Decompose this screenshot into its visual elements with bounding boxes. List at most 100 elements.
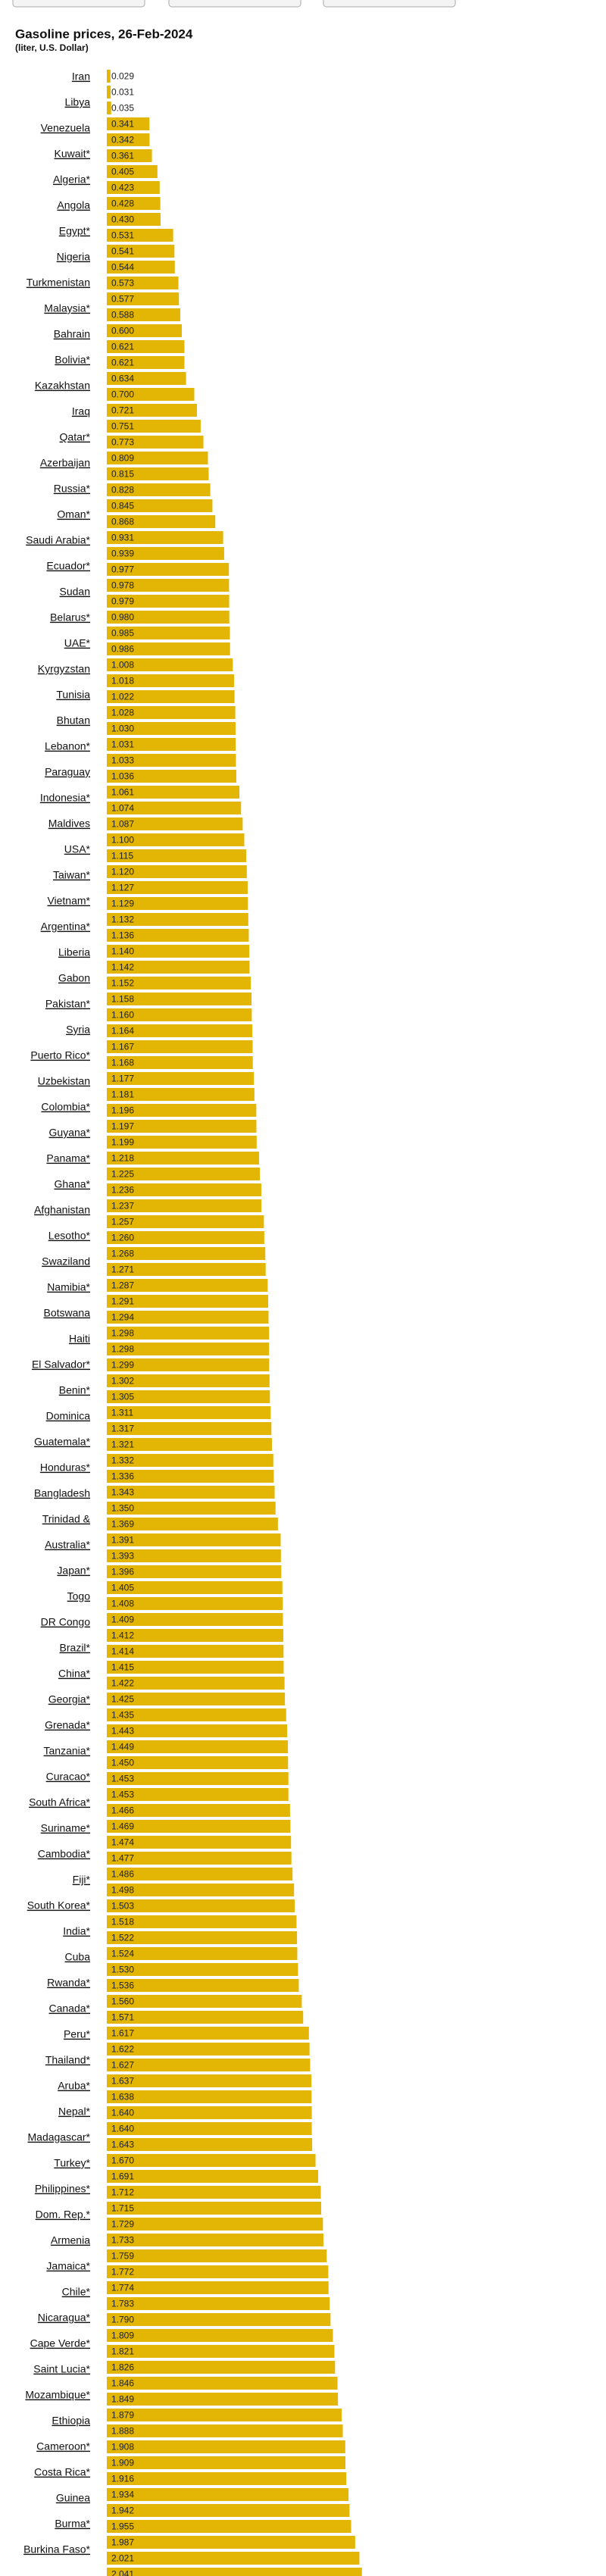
country-label[interactable]: Georgia* — [48, 1693, 91, 1705]
country-label[interactable]: Bangladesh — [34, 1487, 90, 1499]
country-label[interactable]: Madagascar* — [28, 2131, 91, 2143]
country-label[interactable]: Cape Verde* — [30, 2337, 91, 2349]
country-label[interactable]: Cameroon* — [36, 2440, 90, 2453]
country-label[interactable]: Taiwan* — [53, 869, 91, 881]
country-label[interactable]: Aruba* — [58, 2080, 90, 2092]
country-label[interactable]: Curacao* — [46, 1771, 91, 1783]
country-label[interactable]: Kuwait* — [55, 148, 91, 160]
country-label[interactable]: Lebanon* — [45, 740, 91, 752]
country-label[interactable]: Turkmenistan — [27, 277, 90, 289]
country-label[interactable]: Puerto Rico* — [30, 1049, 90, 1061]
country-label[interactable]: Tunisia — [56, 689, 90, 701]
country-label[interactable]: Afghanistan — [34, 1204, 90, 1216]
country-label[interactable]: Philippines* — [35, 2183, 91, 2195]
country-label[interactable]: Turkey* — [54, 2157, 90, 2169]
country-label[interactable]: Algeria* — [53, 174, 91, 186]
country-label[interactable]: Thailand* — [45, 2054, 91, 2066]
country-label[interactable]: Guinea — [56, 2492, 90, 2504]
country-label[interactable]: Nicaragua* — [38, 2312, 91, 2324]
country-label[interactable]: Gabon — [58, 972, 90, 984]
country-label[interactable]: Sudan — [60, 586, 90, 598]
country-label[interactable]: Malaysia* — [44, 302, 90, 314]
country-label[interactable]: Indonesia* — [40, 792, 91, 804]
country-label[interactable]: China* — [58, 1668, 91, 1680]
country-label[interactable]: Cuba — [65, 1951, 91, 1963]
country-label[interactable]: India* — [63, 1925, 90, 1937]
country-label[interactable]: Oman* — [57, 508, 90, 521]
country-label[interactable]: Maldives — [48, 818, 90, 830]
country-label[interactable]: Uzbekistan — [38, 1075, 90, 1087]
country-label[interactable]: Guatemala* — [34, 1436, 90, 1448]
country-label[interactable]: Chile* — [62, 2286, 91, 2298]
country-label[interactable]: Dom. Rep.* — [36, 2209, 91, 2221]
country-label[interactable]: Honduras* — [40, 1462, 91, 1474]
country-label[interactable]: Ecuador* — [46, 560, 90, 572]
country-label[interactable]: Haiti — [69, 1333, 90, 1345]
country-label[interactable]: Panama* — [46, 1152, 90, 1165]
country-label[interactable]: Peru* — [64, 2028, 91, 2040]
country-label[interactable]: Azerbaijan — [40, 457, 90, 469]
country-label[interactable]: Pakistan* — [45, 998, 91, 1010]
country-label[interactable]: Cambodia* — [38, 1848, 91, 1860]
country-label[interactable]: Namibia* — [47, 1281, 90, 1293]
country-label[interactable]: Mozambique* — [25, 2389, 90, 2401]
country-label[interactable]: Ghana* — [55, 1178, 91, 1190]
country-label[interactable]: Togo — [67, 1590, 91, 1602]
country-label[interactable]: Russia* — [54, 483, 91, 495]
country-label[interactable]: Venezuela — [41, 122, 91, 134]
country-label[interactable]: Syria — [66, 1024, 90, 1036]
country-label[interactable]: Iraq — [72, 405, 90, 417]
country-label[interactable]: Canada* — [49, 2002, 91, 2015]
country-label[interactable]: Burkina Faso* — [23, 2543, 90, 2556]
country-label[interactable]: Benin* — [59, 1384, 91, 1396]
country-label[interactable]: Brazil* — [60, 1642, 91, 1654]
country-label[interactable]: Nigeria — [57, 251, 91, 263]
country-label[interactable]: Burma* — [55, 2518, 90, 2530]
country-label[interactable]: Costa Rica* — [34, 2466, 90, 2478]
country-label[interactable]: Fiji* — [73, 1874, 91, 1886]
country-label[interactable]: Armenia — [51, 2234, 90, 2246]
country-label[interactable]: Lesotho* — [48, 1230, 91, 1242]
country-label[interactable]: Bhutan — [57, 714, 90, 727]
country-label[interactable]: USA* — [64, 843, 91, 855]
country-label[interactable]: DR Congo — [41, 1616, 91, 1628]
country-label[interactable]: Guyana* — [49, 1127, 91, 1139]
country-label[interactable]: Botswana — [44, 1307, 91, 1319]
country-label[interactable]: Grenada* — [45, 1719, 90, 1731]
tab-button[interactable] — [12, 0, 145, 8]
country-label[interactable]: Bolivia* — [55, 354, 90, 366]
country-label[interactable]: Paraguay — [45, 766, 90, 778]
country-label[interactable]: Belarus* — [50, 611, 90, 624]
country-label[interactable]: Nepal* — [58, 2106, 91, 2118]
country-label[interactable]: Rwanda* — [47, 1977, 90, 1989]
country-label[interactable]: Liberia — [58, 946, 90, 958]
country-label[interactable]: Tanzania* — [44, 1745, 91, 1757]
tab-button[interactable] — [168, 0, 301, 8]
country-label[interactable]: Swaziland — [42, 1255, 90, 1268]
country-label[interactable]: Saudi Arabia* — [26, 534, 90, 546]
country-label[interactable]: Japan* — [57, 1565, 90, 1577]
country-label[interactable]: Angola — [57, 199, 90, 211]
country-label[interactable]: Qatar* — [60, 431, 91, 443]
country-label[interactable]: Trinidad & — [42, 1513, 91, 1525]
country-label[interactable]: Kazakhstan — [35, 380, 90, 392]
country-label[interactable]: South Korea* — [27, 1899, 91, 1912]
country-label[interactable]: Egypt* — [59, 225, 91, 237]
country-label[interactable]: UAE* — [64, 637, 91, 649]
country-label[interactable]: Ethiopia — [52, 2415, 90, 2427]
country-label[interactable]: Iran — [72, 70, 90, 83]
country-label[interactable]: Colombia* — [41, 1101, 90, 1113]
country-label[interactable]: Vietnam* — [47, 895, 90, 907]
country-label[interactable]: El Salvador* — [32, 1358, 91, 1371]
country-label[interactable]: Suriname* — [41, 1822, 91, 1834]
country-label[interactable]: Australia* — [45, 1539, 90, 1551]
country-label[interactable]: Jamaica* — [46, 2260, 90, 2272]
country-label[interactable]: Kyrgyzstan — [38, 663, 90, 675]
country-label[interactable]: Saint Lucia* — [33, 2363, 90, 2375]
country-label[interactable]: Dominica — [46, 1410, 91, 1422]
country-label[interactable]: Libya — [65, 96, 91, 108]
country-label[interactable]: South Africa* — [29, 1796, 90, 1809]
country-label[interactable]: Argentina* — [41, 921, 91, 933]
tab-button[interactable] — [323, 0, 456, 8]
country-label[interactable]: Bahrain — [54, 328, 90, 340]
